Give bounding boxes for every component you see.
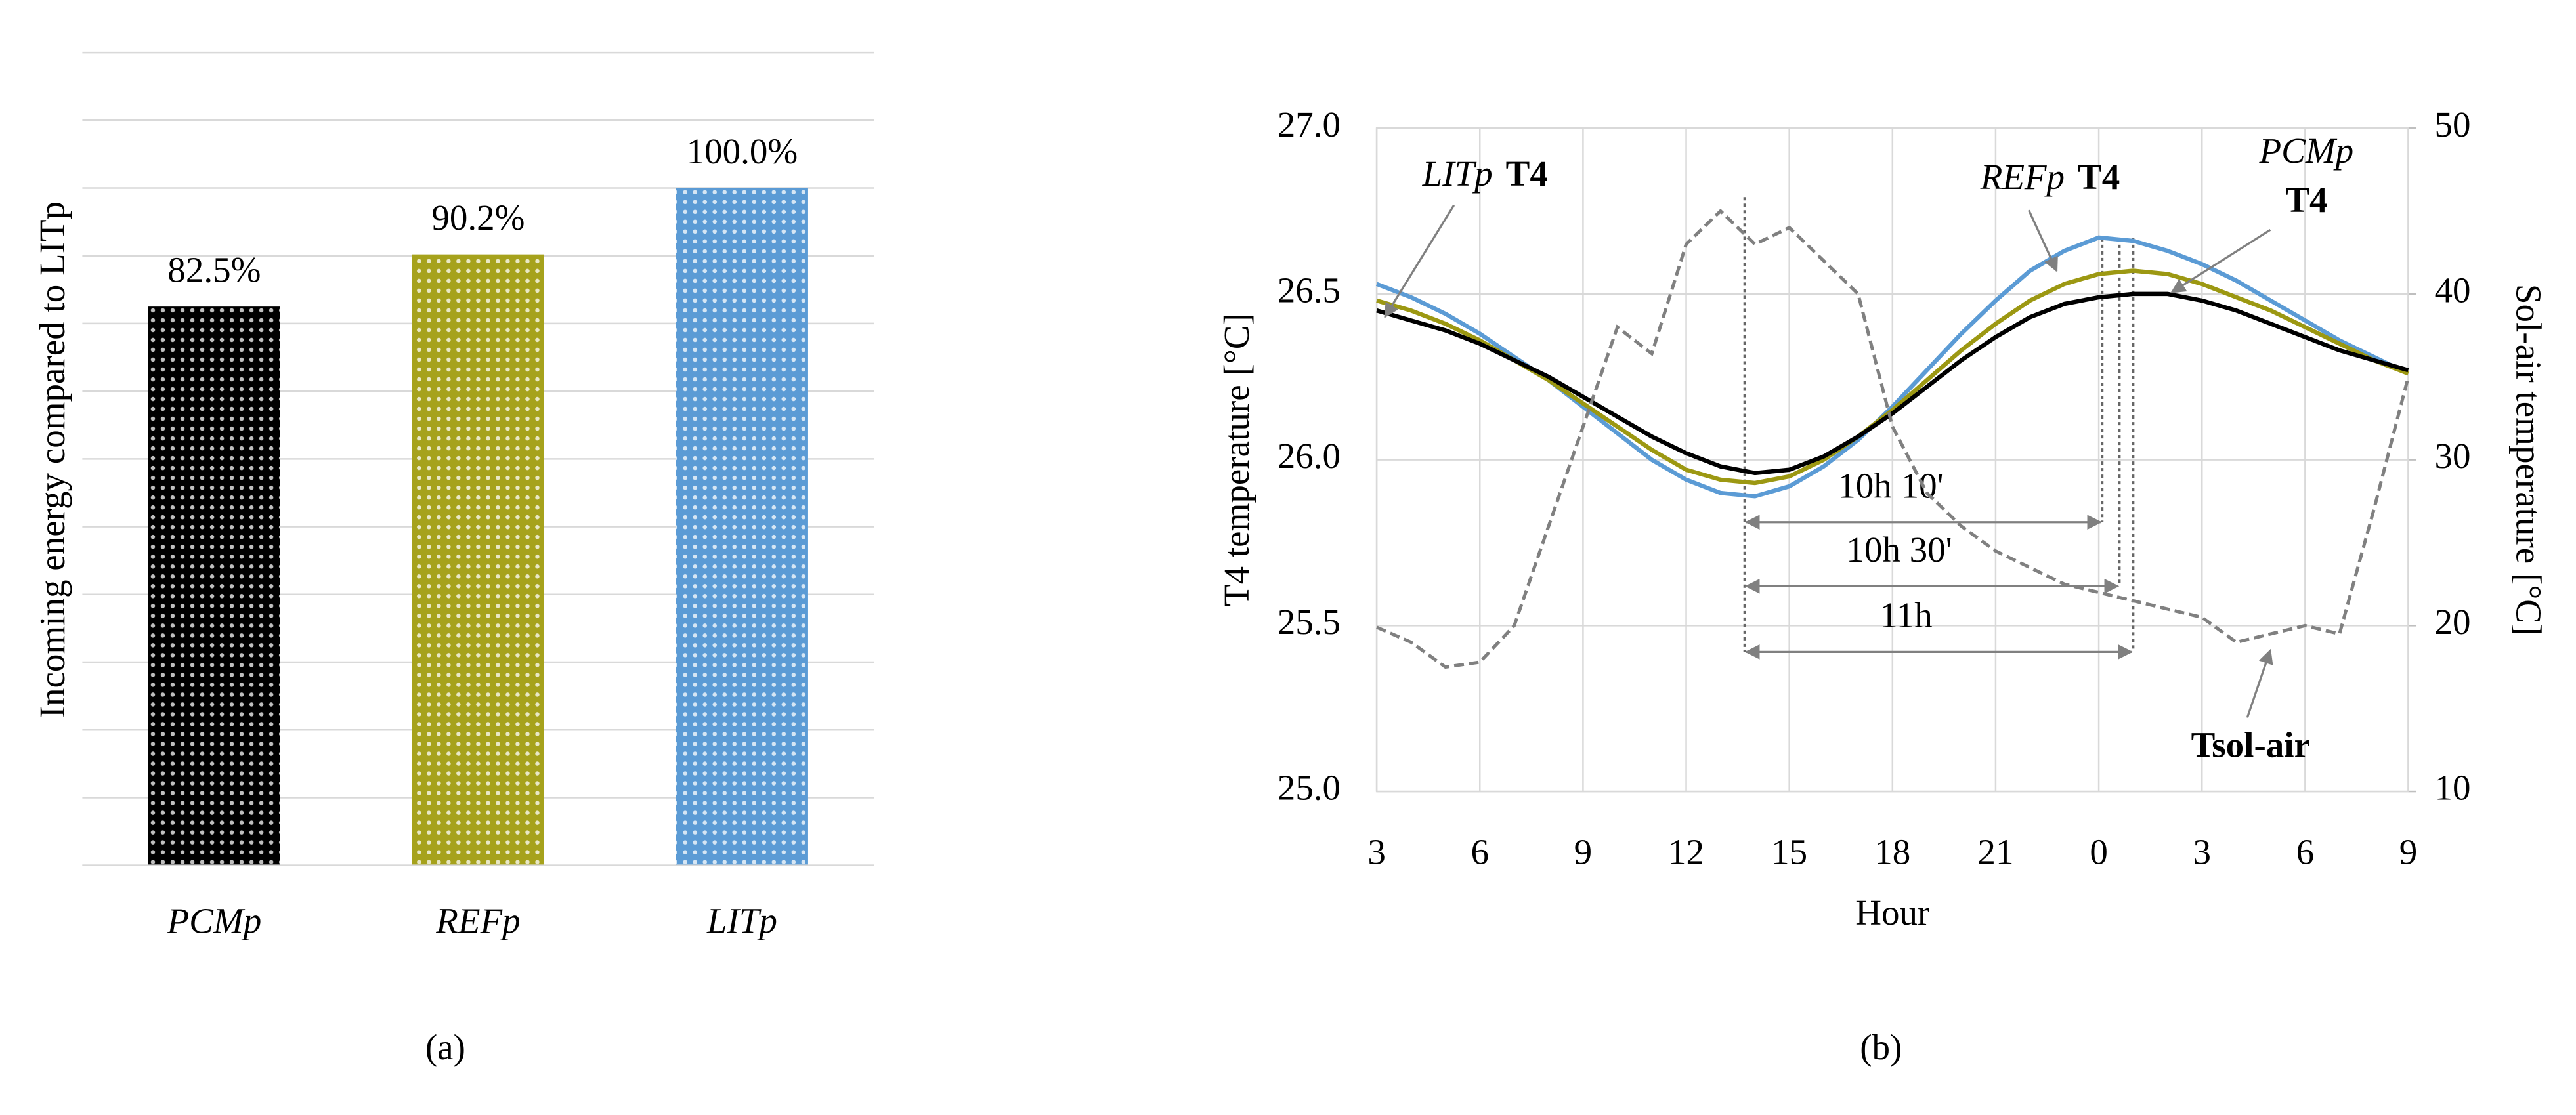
series-name: PCMp [2259, 131, 2354, 171]
y-tick-label: 27.0 [1277, 104, 1341, 144]
y2-tick-label: 40 [2435, 270, 2471, 310]
x-tick-label: 12 [1668, 831, 1704, 872]
bar-texture [676, 188, 808, 866]
y2-tick-label: 50 [2435, 104, 2471, 144]
series-line [1376, 268, 2409, 486]
y-axis-label: Incoming energy compared to LITp [32, 201, 72, 719]
y2-tick-label: 30 [2435, 436, 2471, 476]
series-symbol: T4 [2285, 180, 2327, 220]
series-name: LITp [1422, 154, 1493, 194]
series-annotation: Tsol-air [2191, 725, 2310, 765]
series-name: REFp [1980, 157, 2065, 197]
y-axis-label: T4 temperature [°C] [1216, 313, 1256, 606]
annotation-arrow [2246, 648, 2273, 718]
series-annotation: PCMp [2259, 131, 2354, 171]
y-tick-label: 25.0 [1277, 768, 1341, 808]
annotation-arrow [2170, 228, 2271, 293]
x-tick-label: 3 [1367, 831, 1386, 872]
x-tick-label: 6 [2296, 831, 2315, 872]
x-tick-label: 9 [2399, 831, 2418, 872]
x-tick-label: 15 [1771, 831, 1807, 872]
y-tick-label: 26.0 [1277, 436, 1341, 476]
x-tick-label: PCMp [167, 900, 262, 940]
bar-texture [148, 306, 280, 866]
x-tick-label: 0 [2090, 831, 2108, 872]
series-line [1376, 209, 2410, 669]
value-label: 90.2% [431, 198, 525, 238]
value-label: 100.0% [687, 131, 798, 171]
x-tick-label: 18 [1874, 831, 1910, 872]
x-axis-label: Hour [1855, 893, 1929, 933]
y2-axis-label: Sol-air temperature [°C] [2509, 284, 2549, 635]
interval-label: 11h [1879, 595, 1933, 635]
y2-tick-label: 20 [2435, 602, 2471, 642]
x-tick-label: LITp [706, 900, 777, 940]
series-line [1376, 291, 2409, 476]
series-symbol: T4 [1506, 154, 1548, 194]
caption: (a) [425, 1027, 465, 1067]
x-tick-label: REFp [435, 900, 520, 940]
interval-label: 10h 30' [1846, 530, 1952, 570]
y-tick-label: 26.5 [1277, 270, 1341, 310]
interval-label: 10h 10' [1837, 465, 1943, 505]
x-tick-label: 21 [1977, 831, 2013, 872]
plot-frame [1375, 127, 2409, 793]
annotation-arrow [1384, 204, 1455, 318]
annotation-arrow [2028, 209, 2058, 272]
y2-tick-label: 10 [2435, 768, 2471, 808]
caption: (b) [1860, 1027, 1902, 1067]
series-symbol: T4 [2078, 157, 2120, 197]
x-tick-label: 3 [2193, 831, 2211, 872]
x-tick-label: 6 [1471, 831, 1490, 872]
value-label: 82.5% [167, 250, 261, 290]
x-tick-label: 9 [1574, 831, 1593, 872]
series-annotation: LITp T4 [1422, 154, 1548, 194]
y-tick-label: 25.5 [1277, 602, 1341, 642]
series-annotation: REFp T4 [1980, 157, 2120, 197]
bar-texture [412, 254, 544, 866]
